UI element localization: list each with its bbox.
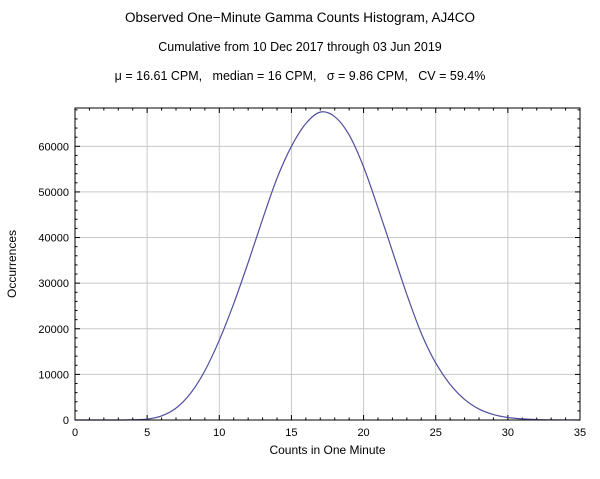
chart-title: Observed One−Minute Gamma Counts Histogr… [124,10,476,25]
x-tick-label: 20 [357,427,369,439]
histogram-curve [74,111,581,421]
chart-subtitle: Cumulative from 10 Dec 2017 through 03 J… [158,40,442,54]
y-tick-label: 60000 [38,141,69,153]
y-tick-label: 30000 [38,278,69,290]
chart-stats-line: μ = 16.61 CPM, median = 16 CPM, σ = 9.86… [114,69,486,83]
y-axis-label: Occurrences [5,230,19,298]
x-axis-label: Counts in One Minute [269,443,385,457]
x-tick-label: 10 [213,427,225,439]
histogram-plot: 0 5 10 15 20 25 30 35 0 10000 20000 30000 40000 50000… [5,107,586,457]
x-tick-label: 35 [574,427,586,439]
y-tick-label: 10000 [38,369,69,381]
x-tick-label: 0 [72,427,78,439]
x-tick-label: 30 [502,427,514,439]
y-tick-label: 50000 [38,187,69,199]
y-tick-label: 20000 [38,324,69,336]
x-tick-label: 25 [430,427,442,439]
x-tick-label: 15 [285,427,297,439]
x-tick-label: 5 [144,427,150,439]
y-tick-label: 0 [63,415,69,427]
plot-frame [74,107,581,421]
y-tick-label: 40000 [38,233,69,245]
